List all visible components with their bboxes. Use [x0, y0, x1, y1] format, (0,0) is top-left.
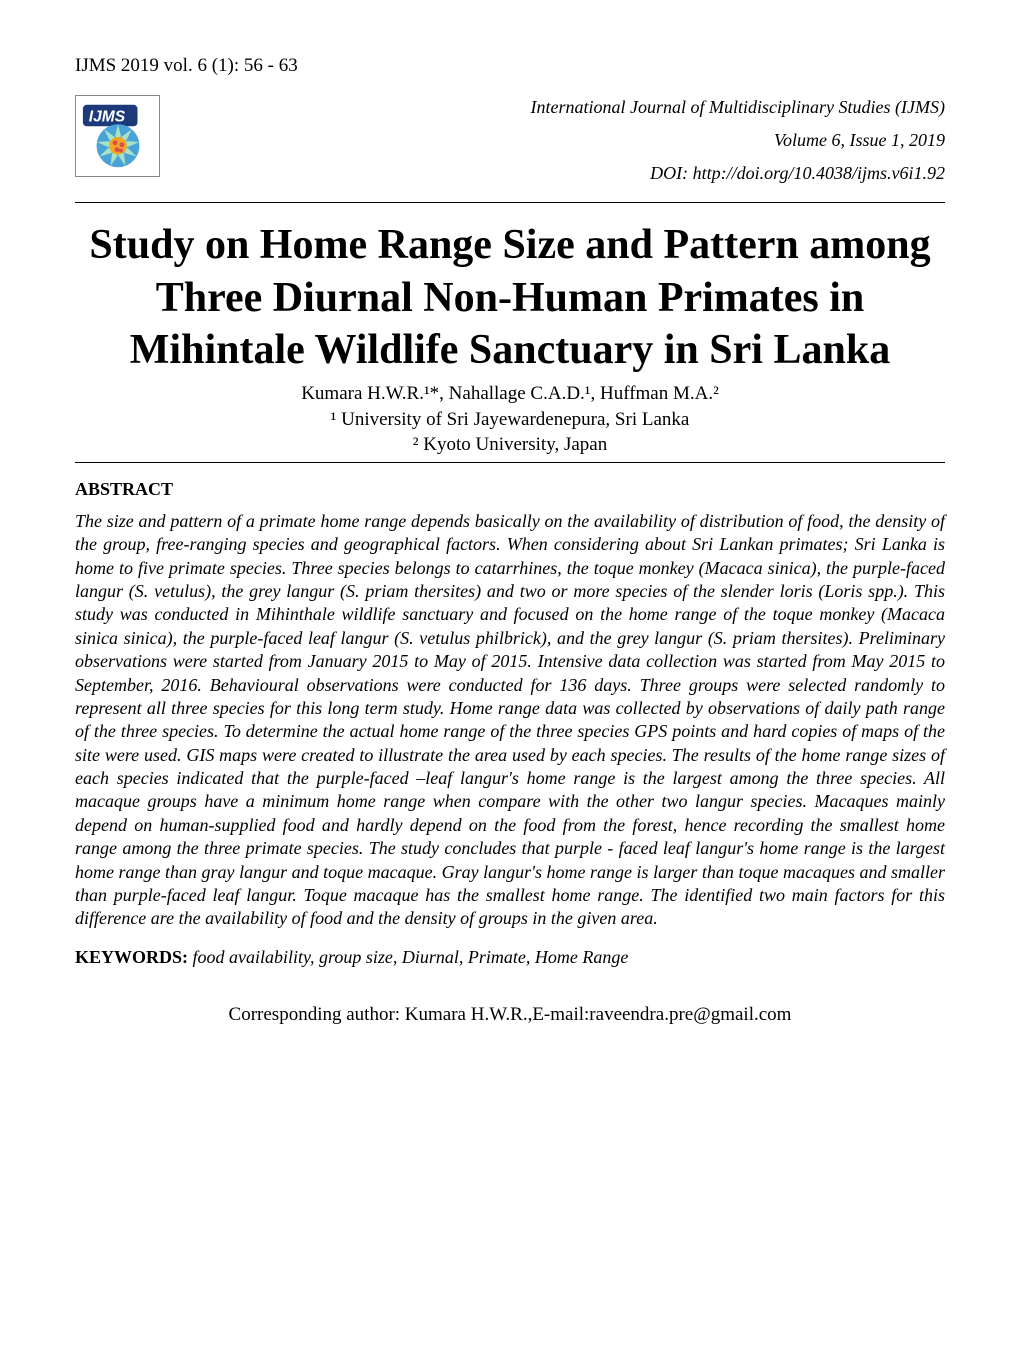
title-divider	[75, 462, 945, 463]
abstract-heading: ABSTRACT	[75, 479, 945, 500]
header-citation: IJMS 2019 vol. 6 (1): 56 - 63	[75, 55, 945, 77]
header-divider	[75, 202, 945, 203]
affiliations: ¹ University of Sri Jayewardenepura, Sri…	[75, 407, 945, 458]
abstract-text: The size and pattern of a primate home r…	[75, 510, 945, 931]
keywords-values: food availability, group size, Diurnal, …	[188, 947, 628, 967]
authors-line: Kumara H.W.R.¹*, Nahallage C.A.D.¹, Huff…	[75, 383, 945, 405]
keywords-label: KEYWORDS:	[75, 947, 188, 967]
affiliation-2: ² Kyoto University, Japan	[413, 434, 607, 455]
keywords-line: KEYWORDS: food availability, group size,…	[75, 947, 945, 968]
ijms-logo-icon: IJMS	[79, 97, 157, 175]
paper-title: Study on Home Range Size and Pattern amo…	[85, 219, 935, 377]
corresponding-author: Corresponding author: Kumara H.W.R.,E-ma…	[75, 1004, 945, 1026]
svg-text:IJMS: IJMS	[88, 108, 125, 125]
journal-meta: International Journal of Multidisciplina…	[178, 95, 945, 196]
affiliation-1: ¹ University of Sri Jayewardenepura, Sri…	[331, 409, 690, 430]
journal-logo: IJMS	[75, 95, 160, 177]
journal-volume-issue: Volume 6, Issue 1, 2019	[178, 130, 945, 151]
journal-doi: DOI: http://doi.org/10.4038/ijms.v6i1.92	[178, 163, 945, 184]
header-row: IJMS	[75, 95, 945, 196]
journal-name: International Journal of Multidisciplina…	[178, 97, 945, 118]
